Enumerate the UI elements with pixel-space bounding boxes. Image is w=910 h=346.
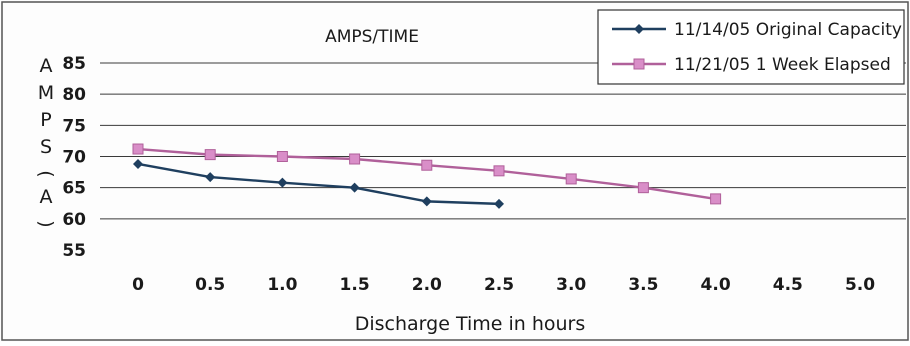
data-point-marker xyxy=(421,196,432,207)
y-label-glyph: ) xyxy=(35,220,57,227)
data-point-marker xyxy=(710,193,722,205)
series-layer xyxy=(132,143,722,209)
x-tick-label: 1.5 xyxy=(340,275,370,295)
x-tick-label: 1.0 xyxy=(267,275,297,295)
x-tick-label: 4.0 xyxy=(701,275,731,295)
x-tick-labels: 0 0.5 1.0 1.5 2.0 2.5 3.0 3.5 4.0 4.5 5.0 xyxy=(132,275,875,295)
series-1 xyxy=(133,158,504,209)
y-tick-label: 85 xyxy=(62,54,86,74)
y-label-glyph: ( xyxy=(35,170,57,177)
series-line xyxy=(137,162,500,206)
data-point-marker xyxy=(493,165,505,177)
chart-title: AMPS/TIME xyxy=(325,27,419,47)
x-tick-label: 3.5 xyxy=(628,275,658,295)
legend-box xyxy=(597,9,905,85)
data-point-marker xyxy=(349,153,361,165)
data-point-marker xyxy=(277,177,288,188)
x-tick-label: 4.5 xyxy=(773,275,803,295)
y-tick-labels: 85 80 75 70 65 60 55 xyxy=(62,54,86,261)
legend-entry-label: 11/14/05 Original Capacity xyxy=(674,20,902,40)
y-label-glyph: P xyxy=(40,109,51,131)
data-point-marker xyxy=(276,151,288,162)
y-label-glyph: M xyxy=(38,82,54,104)
data-point-marker xyxy=(494,198,504,209)
x-tick-label: 0 xyxy=(132,275,144,295)
legend-swatch-marker xyxy=(633,58,645,70)
data-point-marker xyxy=(204,149,216,161)
y-tick-label: 60 xyxy=(62,210,86,230)
series-2 xyxy=(132,143,722,205)
grid-layer xyxy=(100,62,906,220)
y-axis-label: AMPS(A) xyxy=(35,55,57,228)
x-tick-label: 5.0 xyxy=(845,275,875,295)
y-label-glyph: S xyxy=(40,136,52,158)
x-axis-label: Discharge Time in hours xyxy=(355,313,586,335)
data-point-marker xyxy=(637,182,649,194)
data-point-marker xyxy=(565,173,577,185)
y-label-glyph: A xyxy=(40,55,53,77)
data-point-marker xyxy=(421,159,433,171)
data-point-marker xyxy=(132,143,144,155)
x-tick-label: 2.5 xyxy=(484,275,514,295)
legend-swatch-marker xyxy=(634,24,644,34)
y-tick-label: 65 xyxy=(62,179,86,199)
legend-entry-label: 11/21/05 1 Week Elapsed xyxy=(674,55,891,75)
x-tick-label: 0.5 xyxy=(195,275,225,295)
data-point-marker xyxy=(133,158,143,169)
y-tick-label: 70 xyxy=(62,148,86,168)
y-label-glyph: A xyxy=(40,186,53,208)
legend: 11/14/05 Original Capacity 11/21/05 1 Wee… xyxy=(597,9,905,85)
x-tick-label: 3.0 xyxy=(556,275,586,295)
y-tick-label: 75 xyxy=(62,116,86,136)
x-tick-label: 2.0 xyxy=(412,275,442,295)
y-tick-label: 80 xyxy=(62,85,86,105)
data-point-marker xyxy=(205,172,216,183)
y-tick-label: 55 xyxy=(62,241,86,261)
data-point-marker xyxy=(349,182,360,193)
